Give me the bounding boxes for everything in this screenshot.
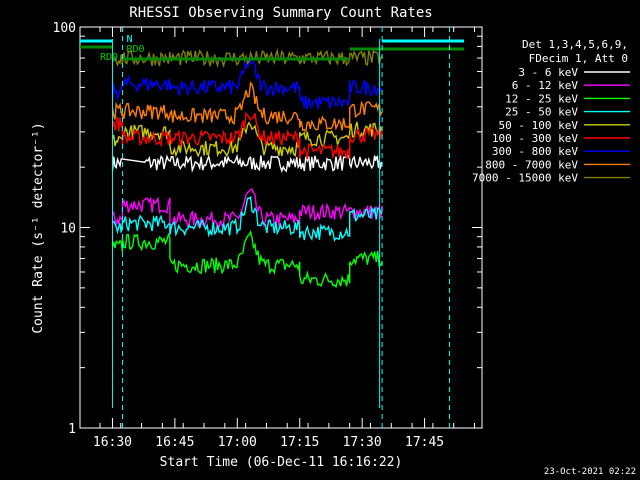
x-axis-label: Start Time (06-Dec-11 16:16:22)	[160, 455, 403, 470]
legend-entry-label: 3 - 6 keV	[518, 66, 578, 79]
series-line-1	[111, 188, 383, 229]
y-tick-label: 100	[53, 21, 76, 36]
timestamp: 23-Oct-2021 02:22	[544, 467, 636, 477]
series-line-3	[112, 195, 383, 242]
annotation-label: N	[126, 34, 132, 45]
x-tick-label: 17:30	[343, 435, 382, 450]
legend-entry-label: 7000 - 15000 keV	[472, 172, 578, 185]
chart-title: RHESSI Observing Summary Count Rates	[129, 5, 432, 21]
x-tick-label: 17:00	[218, 435, 257, 450]
annotation-label: RD0	[126, 44, 144, 55]
x-tick-label: 17:45	[405, 435, 444, 450]
legend-header: FDecim 1, Att 0	[529, 52, 628, 65]
x-tick-label: 16:30	[93, 435, 132, 450]
y-tick-label: 10	[60, 222, 76, 237]
x-tick-label: 17:15	[280, 435, 319, 450]
legend-header: Det 1,3,4,5,6,9,	[522, 38, 628, 51]
x-tick-label: 16:45	[155, 435, 194, 450]
legend-entry-label: 50 - 100 keV	[499, 119, 579, 132]
y-axis-label: Count Rate (s⁻¹ detector⁻¹)	[31, 122, 46, 333]
legend-entry-label: 300 - 800 keV	[492, 145, 578, 158]
annotation-label: RD0	[100, 52, 118, 63]
series-line-8	[112, 48, 383, 69]
series-line-6	[111, 56, 383, 110]
series-line-2	[111, 229, 383, 289]
series-line-0	[111, 153, 383, 173]
legend: Det 1,3,4,5,6,9,FDecim 1, Att 03 - 6 keV…	[472, 38, 630, 185]
series-line-7	[111, 81, 383, 133]
legend-entry-label: 25 - 50 keV	[505, 106, 578, 119]
legend-entry-label: 12 - 25 keV	[505, 92, 578, 105]
legend-entry-label: 100 - 300 keV	[492, 132, 578, 145]
legend-entry-label: 6 - 12 keV	[512, 79, 579, 92]
legend-entry-label: 800 - 7000 keV	[485, 158, 578, 171]
series-line-5	[111, 111, 383, 160]
y-tick-label: 1	[68, 422, 76, 437]
